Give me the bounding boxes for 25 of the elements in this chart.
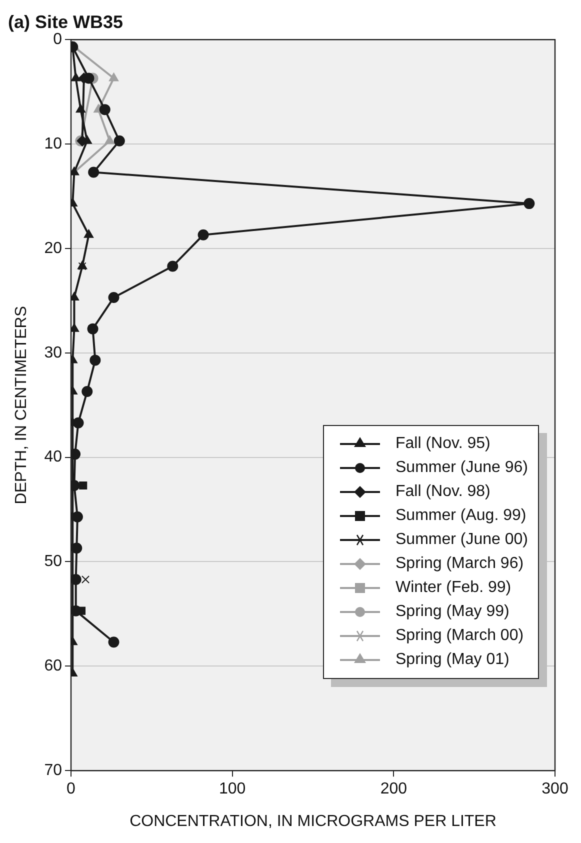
legend-label: Summer (June 96) [396,458,528,477]
y-tick-label: 30 [44,344,62,362]
x-tick-label: 100 [218,780,246,798]
legend-label: Summer (June 00) [396,530,528,549]
legend-label: Fall (Nov. 98) [396,482,490,501]
legend-label: Summer (Aug. 99) [396,506,526,525]
y-tick-label: 0 [53,31,62,48]
x-tick-label: 200 [380,780,408,798]
y-tick-label: 60 [44,658,62,675]
y-tick-label: 70 [44,762,62,780]
legend-label: Spring (May 01) [396,650,510,669]
y-tick-label: 40 [44,448,62,466]
y-tick-label: 10 [44,135,62,152]
legend-label: Spring (May 99) [396,602,510,621]
x-tick-label: 300 [542,780,568,798]
x-axis-title: CONCENTRATION, IN MICROGRAMS PER LITER [130,812,496,830]
y-axis-title: DEPTH, IN CENTIMETERS [13,306,30,504]
legend-label: Fall (Nov. 95) [396,434,490,453]
y-tick-label: 50 [44,553,62,570]
legend-label: Winter (Feb. 99) [396,578,512,597]
legend-label: Spring (March 96) [396,554,524,573]
x-tick-label: 0 [66,780,76,798]
y-tick-label: 20 [44,240,62,257]
chart-title: (a) Site WB35 [8,12,124,32]
legend-label: Spring (March 00) [396,626,524,645]
